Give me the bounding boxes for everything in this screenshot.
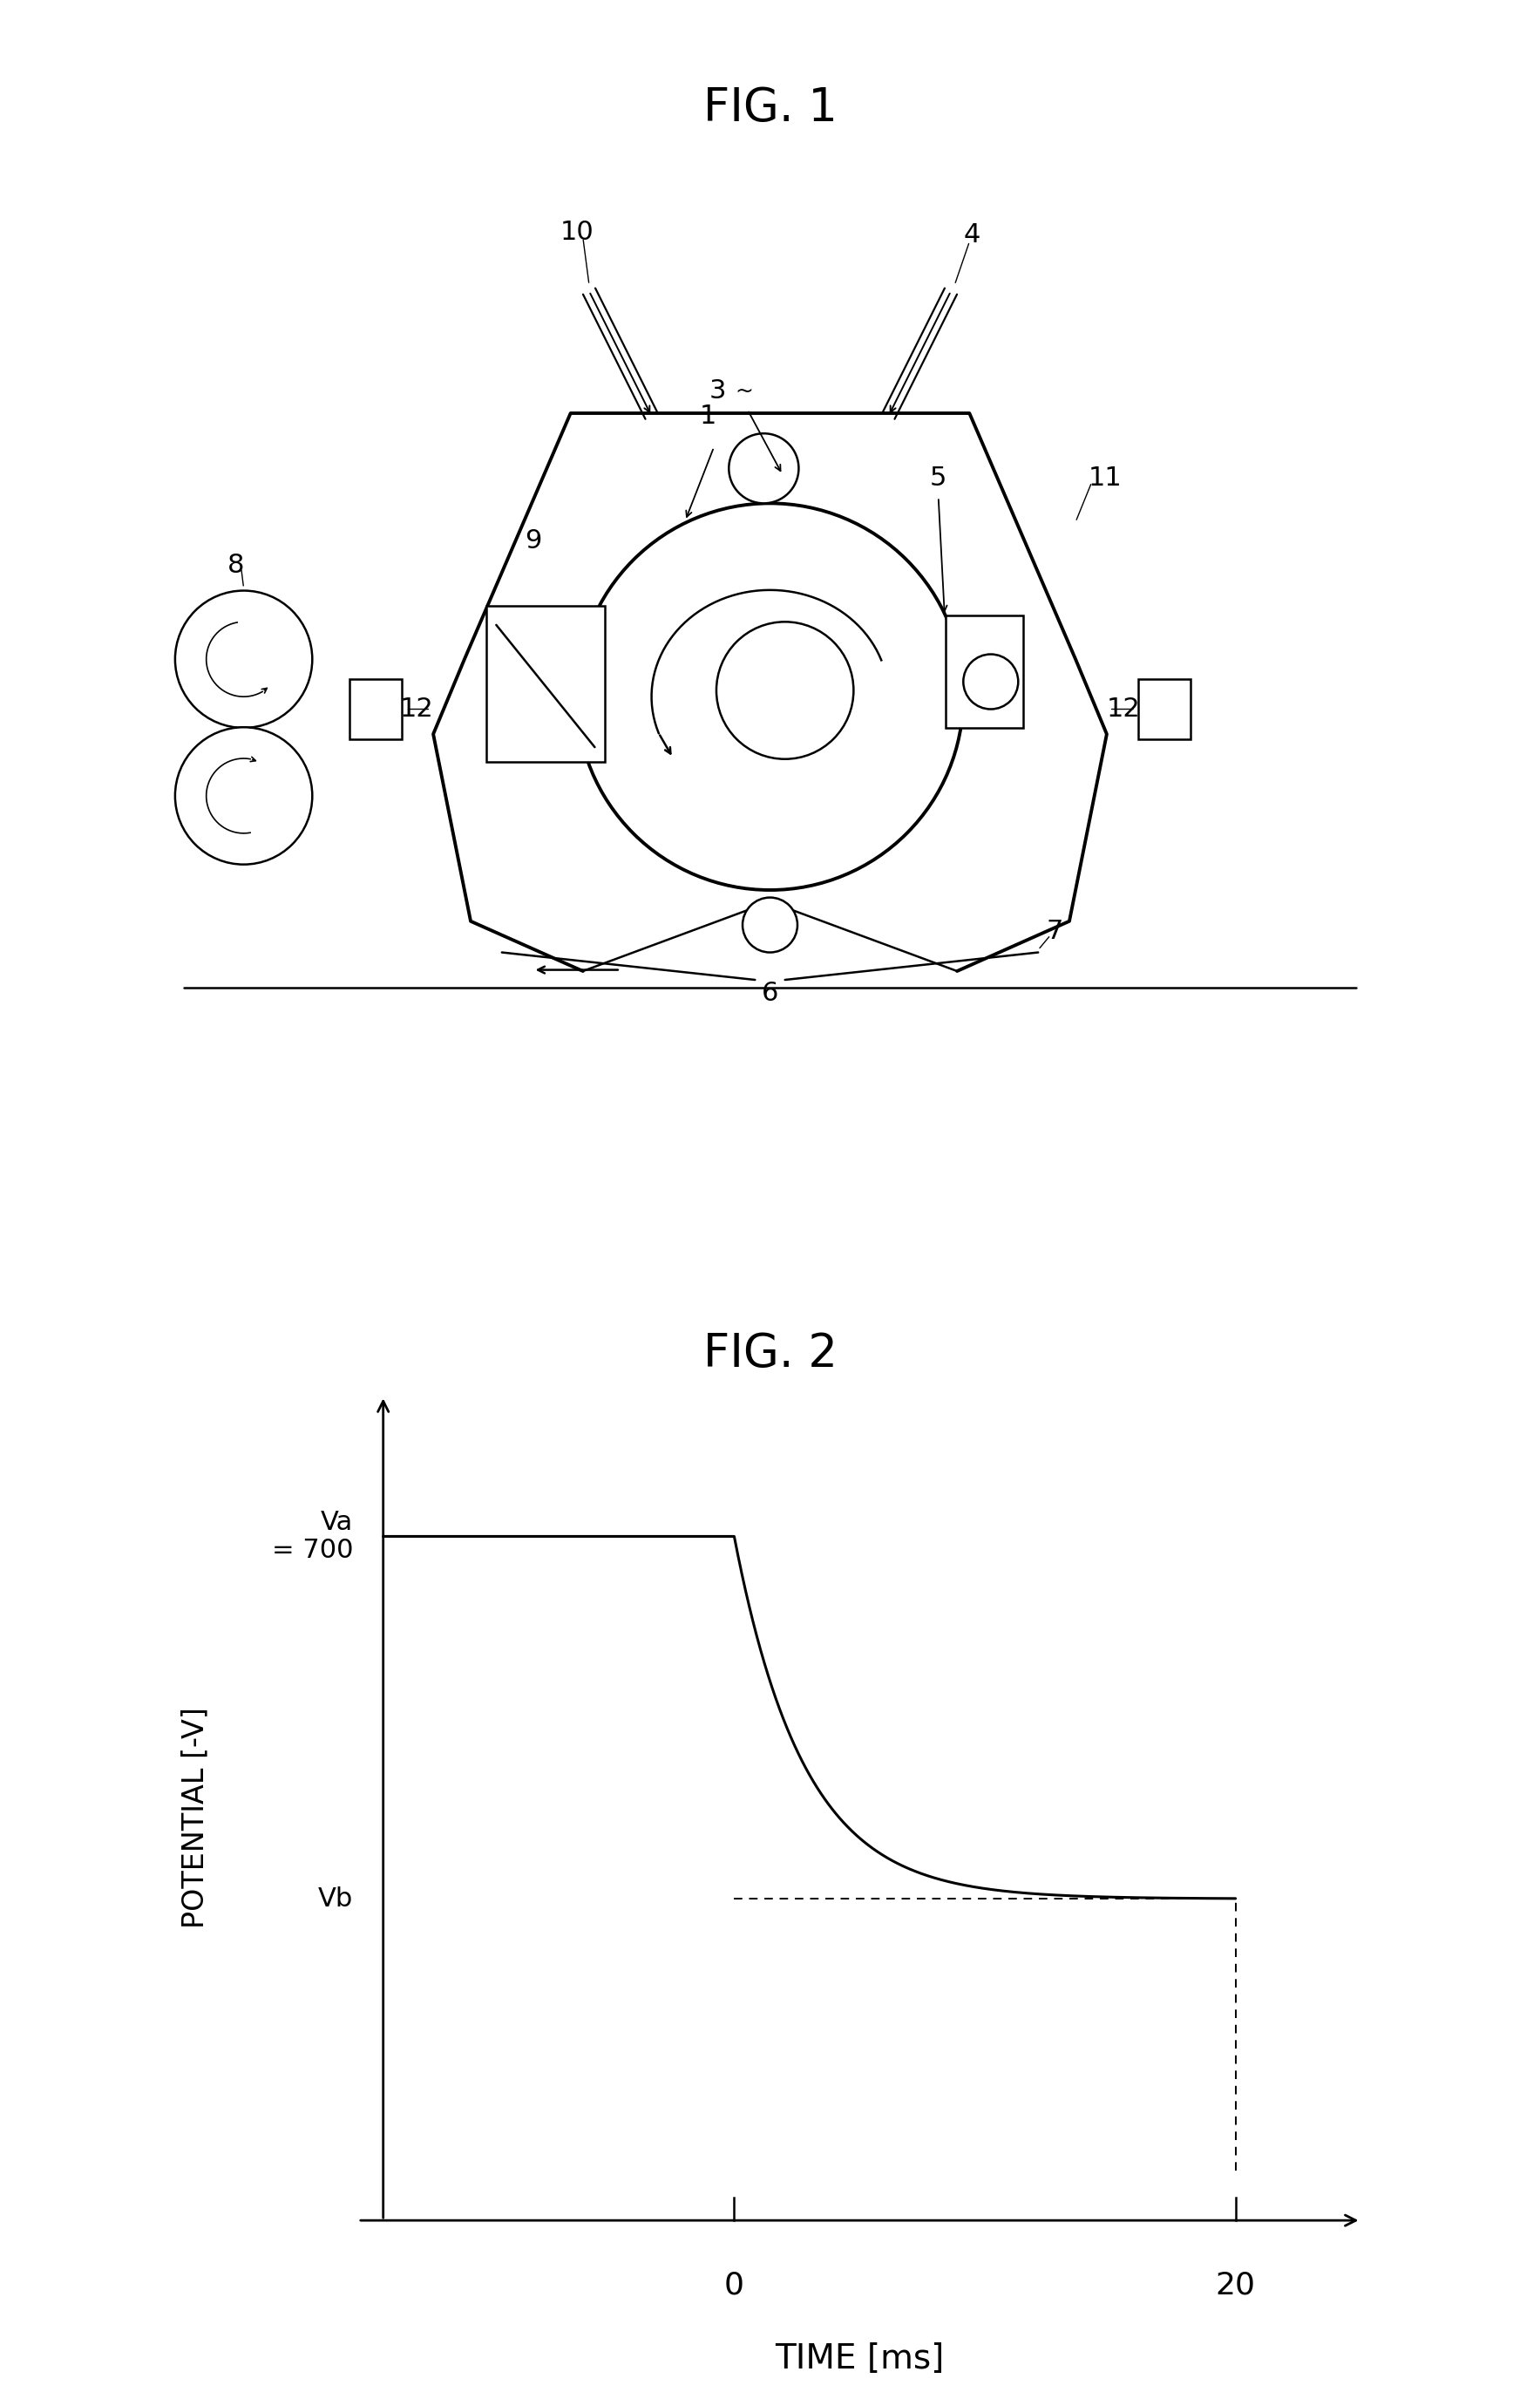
- Text: 2: 2: [805, 722, 822, 746]
- Text: 0: 0: [724, 2269, 744, 2301]
- Text: 11: 11: [1089, 465, 1121, 492]
- Text: Va
= 700: Va = 700: [271, 1509, 353, 1562]
- Circle shape: [716, 621, 853, 758]
- Circle shape: [742, 897, 798, 952]
- Text: FIG. 1: FIG. 1: [702, 86, 838, 130]
- Text: 12: 12: [399, 696, 433, 722]
- Text: 1: 1: [699, 403, 716, 429]
- Text: 8: 8: [228, 554, 245, 578]
- Text: 10: 10: [561, 221, 593, 245]
- Text: TIME [ms]: TIME [ms]: [775, 2344, 944, 2375]
- Text: ~: ~: [735, 381, 753, 401]
- Text: 12: 12: [1107, 696, 1141, 722]
- Circle shape: [964, 655, 1018, 710]
- Circle shape: [176, 727, 313, 864]
- Circle shape: [176, 590, 313, 727]
- Text: 20: 20: [1215, 2269, 1255, 2301]
- Bar: [350, 679, 402, 739]
- Text: 7: 7: [1046, 919, 1063, 943]
- Circle shape: [728, 434, 799, 504]
- Text: 6: 6: [762, 981, 778, 1005]
- Text: FIG. 2: FIG. 2: [702, 1331, 838, 1377]
- Text: 3: 3: [710, 379, 727, 403]
- Text: 9: 9: [525, 528, 542, 554]
- Text: 5: 5: [930, 465, 947, 492]
- Circle shape: [576, 504, 964, 890]
- Text: 4: 4: [964, 223, 981, 247]
- Text: Vb: Vb: [319, 1886, 353, 1912]
- Bar: [487, 607, 605, 763]
- Bar: [946, 617, 1023, 727]
- Bar: [1138, 679, 1190, 739]
- Text: POTENTIAL [-V]: POTENTIAL [-V]: [180, 1706, 209, 1929]
